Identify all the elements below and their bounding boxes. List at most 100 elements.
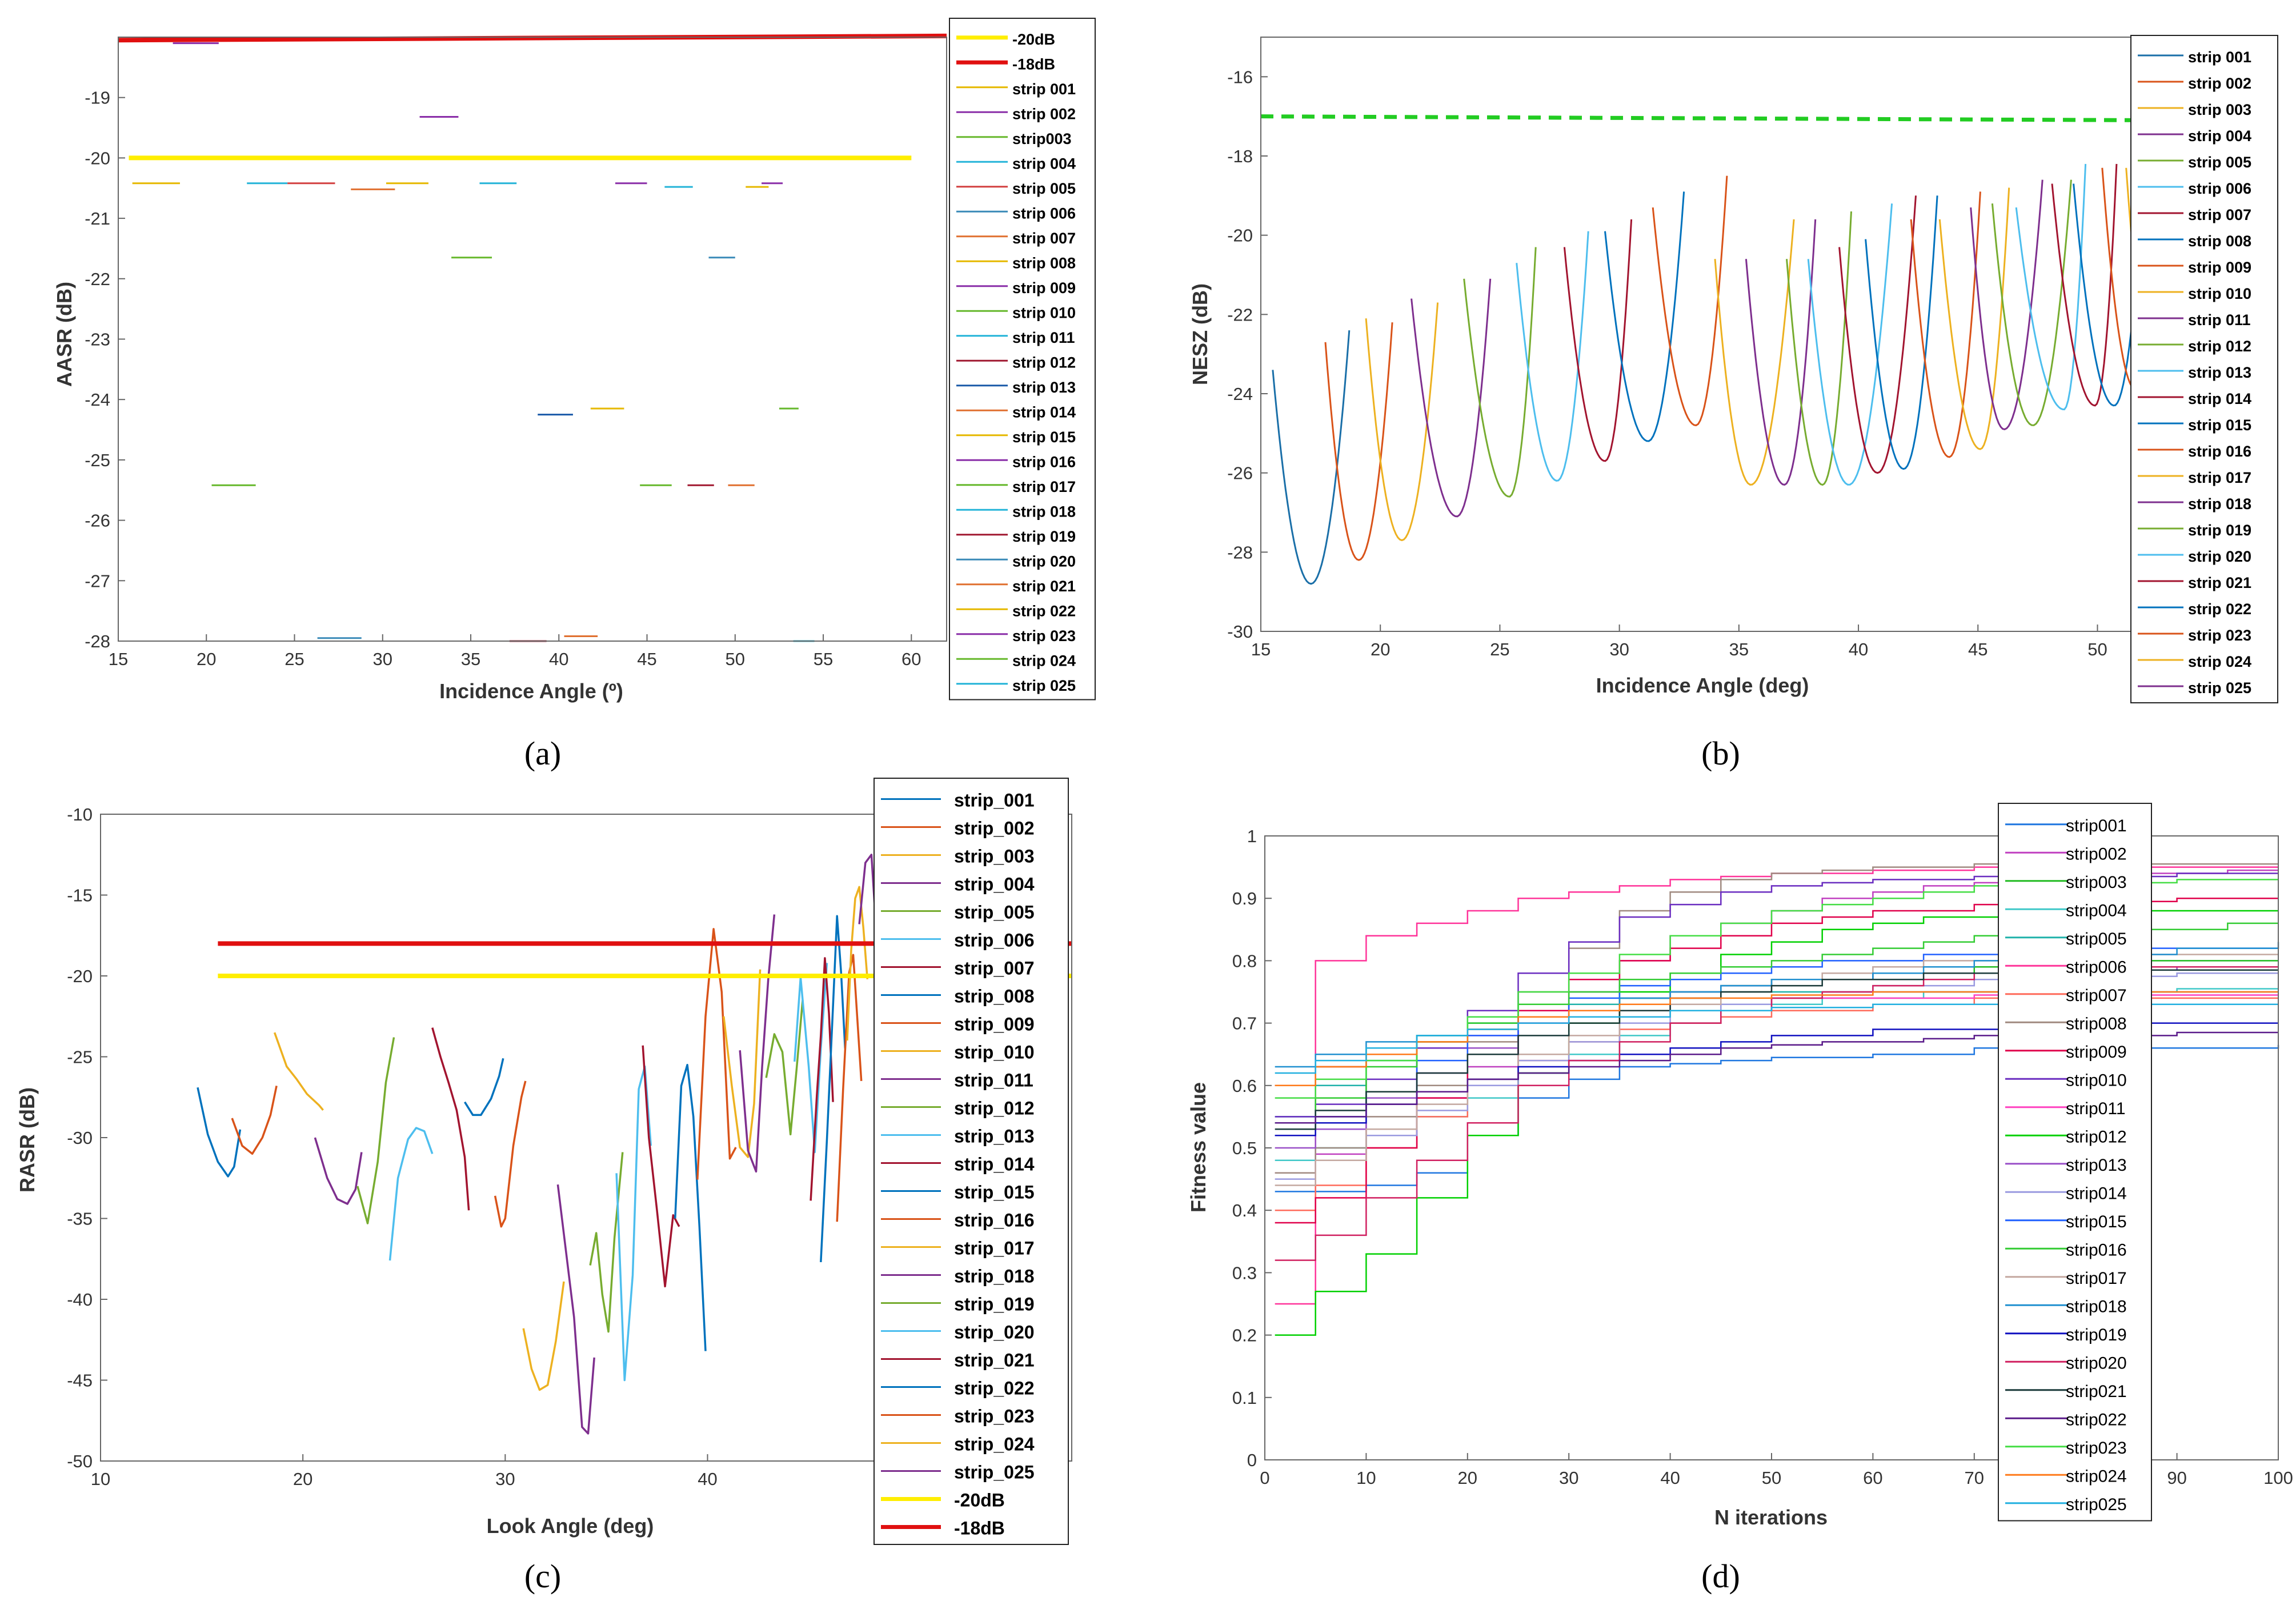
fitness-legend-label-strip021: strip021 <box>2066 1382 2127 1401</box>
nesz-series-strip-002 <box>1324 322 1393 561</box>
caption-c: (c) <box>524 1558 561 1595</box>
fitness-x-tick-label: 0 <box>1260 1468 1269 1488</box>
nesz-series-strip-010 <box>1714 219 1795 486</box>
rasr-series-strip-005 <box>356 1037 395 1224</box>
chart-panel-a: 15 20 25 30 35 40 45 50 55 60 -28 -27 -26 -25 -24 -23 -2… <box>53 18 1096 772</box>
nesz-series-strip-005 <box>1463 247 1537 498</box>
aasr-legend-label-strip-006: strip 006 <box>1012 205 1076 222</box>
nesz-legend-label-strip-016: strip 016 <box>2188 443 2251 460</box>
nesz-legend-label-strip-020: strip 020 <box>2188 548 2251 565</box>
rasr-legend-label-strip-003: strip_003 <box>954 846 1035 867</box>
fitness-legend-label-strip020: strip020 <box>2066 1354 2127 1372</box>
aasr-legend-label-strip-023: strip 023 <box>1012 627 1076 645</box>
rasr-legend-label-strip-011: strip_011 <box>954 1070 1033 1091</box>
nesz-legend-label-strip-014: strip 014 <box>2188 390 2251 407</box>
rasr-series-strip-004 <box>314 1137 363 1205</box>
nesz-series-strip-015 <box>1865 195 1938 470</box>
fitness-legend-label-strip012: strip012 <box>2066 1127 2127 1146</box>
aasr-x-tick-label: 30 <box>373 649 392 669</box>
fitness-y-tick-label: 0.3 <box>1232 1263 1257 1283</box>
aasr-y-tick-label: -25 <box>85 450 110 470</box>
fitness-legend: strip001 strip002 strip003 strip004 strip005… <box>1998 803 2152 1522</box>
nesz-series-strip-017 <box>1938 187 2010 450</box>
rasr-legend-label-strip-023: strip_023 <box>954 1406 1035 1427</box>
rasr-y-axis-label: RASR (dB) <box>15 1087 39 1192</box>
aasr-legend-label-strip-004: strip 004 <box>1012 155 1076 172</box>
nesz-x-tick-label: 45 <box>1968 639 1988 659</box>
aasr-legend-label-strip-013: strip 013 <box>1012 379 1076 396</box>
rasr-series-strip-002 <box>231 1086 278 1155</box>
aasr-y-tick-label: -26 <box>85 511 110 531</box>
nesz-x-axis-label: Incidence Angle (deg) <box>1596 674 1809 697</box>
fitness-legend-label-strip022: strip022 <box>2066 1410 2127 1429</box>
nesz-series-strip-008 <box>1604 191 1685 442</box>
rasr-legend-label-strip-005: strip_005 <box>954 902 1035 923</box>
nesz-y-tick-label: -18 <box>1227 146 1253 166</box>
chart-panel-d: 010203040506070809010000.10.20.30.40.50.… <box>1187 803 2293 1595</box>
nesz-y-tick-label: -20 <box>1227 226 1253 246</box>
nesz-series-strip-014 <box>1838 195 1917 474</box>
nesz-y-tick-label: -24 <box>1227 384 1253 404</box>
fitness-legend-label-strip023: strip023 <box>2066 1439 2127 1458</box>
rasr-x-tick-label: 10 <box>91 1469 110 1489</box>
fitness-y-tick-label: 1 <box>1247 826 1257 846</box>
rasr-series-strip-018 <box>739 914 776 1173</box>
fitness-legend-label-strip015: strip015 <box>2066 1212 2127 1231</box>
caption-b: (b) <box>1701 735 1740 772</box>
fitness-legend-label-strip018: strip018 <box>2066 1297 2127 1316</box>
nesz-series-strip-019 <box>1991 179 2072 426</box>
fitness-legend-label-strip016: strip016 <box>2066 1240 2127 1259</box>
nesz-legend-label-strip-018: strip 018 <box>2188 495 2251 513</box>
aasr-legend-label-strip-020: strip 020 <box>1012 553 1076 570</box>
fitness-legend-label-strip001: strip001 <box>2066 816 2127 835</box>
nesz-series-strip-009 <box>1652 175 1728 426</box>
nesz-x-tick-label: 50 <box>2087 639 2107 659</box>
rasr-series-strip-022 <box>820 915 847 1262</box>
aasr-legend-label-20db: -20dB <box>1012 31 1055 48</box>
nesz-legend-label-strip-023: strip 023 <box>2188 627 2251 644</box>
rasr-legend-label-18db: -18dB <box>954 1518 1005 1539</box>
nesz-legend-label-strip-006: strip 006 <box>2188 180 2251 197</box>
rasr-series-strip-012 <box>589 1152 624 1333</box>
rasr-legend-label-strip-013: strip_013 <box>954 1126 1035 1147</box>
rasr-legend: strip_001 strip_002 strip_003 strip_004stri… <box>873 778 1069 1545</box>
aasr-x-tick-label: 50 <box>726 649 745 669</box>
rasr-legend-label-strip-022: strip_022 <box>954 1378 1035 1399</box>
caption-d: (d) <box>1701 1558 1740 1595</box>
nesz-legend-label-strip-010: strip 010 <box>2188 285 2251 302</box>
aasr-legend-label-strip-025: strip 025 <box>1012 677 1076 694</box>
aasr-y-tick-label: -19 <box>85 88 110 108</box>
aasr-y-tick-label: -21 <box>85 209 110 229</box>
aasr-y-tick-label: -22 <box>85 269 110 289</box>
rasr-y-tick-label: -15 <box>67 886 93 906</box>
rasr-y-tick-label: -10 <box>67 804 93 824</box>
nesz-series-strip-016 <box>1910 191 1981 458</box>
rasr-series-strip-006 <box>388 1127 434 1261</box>
rasr-legend-label-strip-021: strip_021 <box>954 1350 1035 1371</box>
rasr-legend-label-strip-017: strip_017 <box>954 1238 1035 1259</box>
nesz-tick-layer: 15 20 25 30 35 40 45 50 -30 -28 -26 -24 -22 -20 -18 -16 <box>1227 67 2107 659</box>
aasr-legend-label-strip003: strip003 <box>1012 130 1072 147</box>
fitness-x-tick-label: 40 <box>1660 1468 1680 1488</box>
nesz-legend-label-strip-024: strip 024 <box>2188 653 2251 670</box>
fitness-x-tick-label: 60 <box>1863 1468 1882 1488</box>
rasr-series-strip-024 <box>846 886 869 1041</box>
nesz-x-tick-label: 30 <box>1609 639 1629 659</box>
fitness-y-tick-label: 0.9 <box>1232 888 1257 908</box>
rasr-legend-label-strip-002: strip_002 <box>954 818 1035 839</box>
rasr-legend-label-strip-009: strip_009 <box>954 1014 1035 1035</box>
aasr-tick-layer: 15 20 25 30 35 40 45 50 55 60 -28 -27 -26 -25 -24 -23 -2… <box>85 88 921 669</box>
aasr-x-tick-label: 45 <box>637 649 656 669</box>
aasr-legend-label-strip-021: strip 021 <box>1012 578 1076 595</box>
aasr-x-tick-label: 20 <box>197 649 216 669</box>
aasr-x-tick-label: 15 <box>109 649 128 669</box>
rasr-series-strip-003 <box>273 1032 324 1111</box>
nesz-legend-label-strip-012: strip 012 <box>2188 338 2251 355</box>
aasr-legend-label-strip-017: strip 017 <box>1012 478 1076 495</box>
rasr-series-strip-001 <box>197 1087 242 1178</box>
fitness-legend-label-strip003: strip003 <box>2066 873 2127 892</box>
aasr-y-tick-label: -28 <box>85 631 110 651</box>
aasr-legend-label-strip-022: strip 022 <box>1012 602 1076 619</box>
